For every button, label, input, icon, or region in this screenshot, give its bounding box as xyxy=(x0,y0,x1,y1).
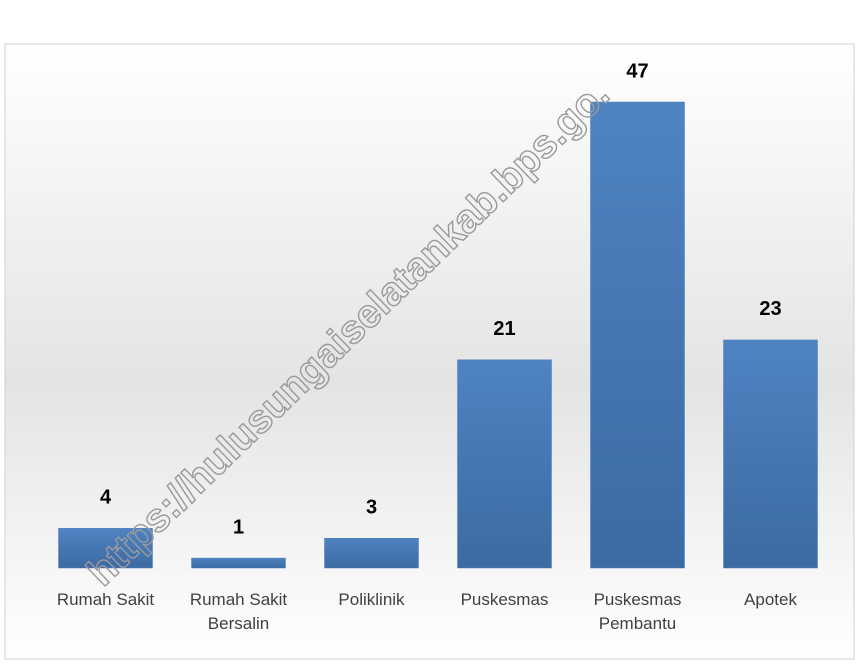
data-label: 23 xyxy=(759,298,781,320)
x-tick-label: Apotek xyxy=(744,590,797,609)
data-label: 21 xyxy=(493,318,515,340)
data-label: 47 xyxy=(626,60,648,82)
bars: 4 1 3 21 47 23 xyxy=(58,60,818,569)
bar xyxy=(457,359,552,569)
x-tick-label: Puskesmas Pembantu xyxy=(593,590,682,633)
bar xyxy=(723,339,818,569)
bar xyxy=(191,557,286,569)
data-label: 4 xyxy=(100,487,112,509)
data-label: 3 xyxy=(366,497,377,519)
bar xyxy=(324,538,419,569)
bar xyxy=(58,528,153,569)
data-label: 1 xyxy=(233,516,244,538)
x-tick-label: Puskesmas xyxy=(460,590,549,609)
x-tick-label: Poliklinik xyxy=(338,590,405,609)
x-tick-label: Rumah Sakit xyxy=(56,590,155,609)
bar xyxy=(590,101,685,569)
x-tick-label: Rumah Sakit Bersalin xyxy=(189,590,288,633)
